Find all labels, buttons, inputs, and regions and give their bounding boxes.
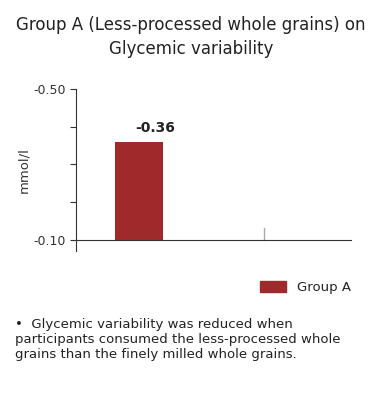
Bar (115, 142, 163, 240)
Legend: Group A: Group A (255, 276, 356, 299)
Y-axis label: mmol/l: mmol/l (18, 147, 31, 193)
Text: Group A (Less-processed whole grains) on
Glycemic variability: Group A (Less-processed whole grains) on… (16, 16, 366, 58)
Text: •  Glycemic variability was reduced when
participants consumed the less-processe: • Glycemic variability was reduced when … (15, 318, 341, 361)
Text: -0.36: -0.36 (135, 121, 175, 135)
